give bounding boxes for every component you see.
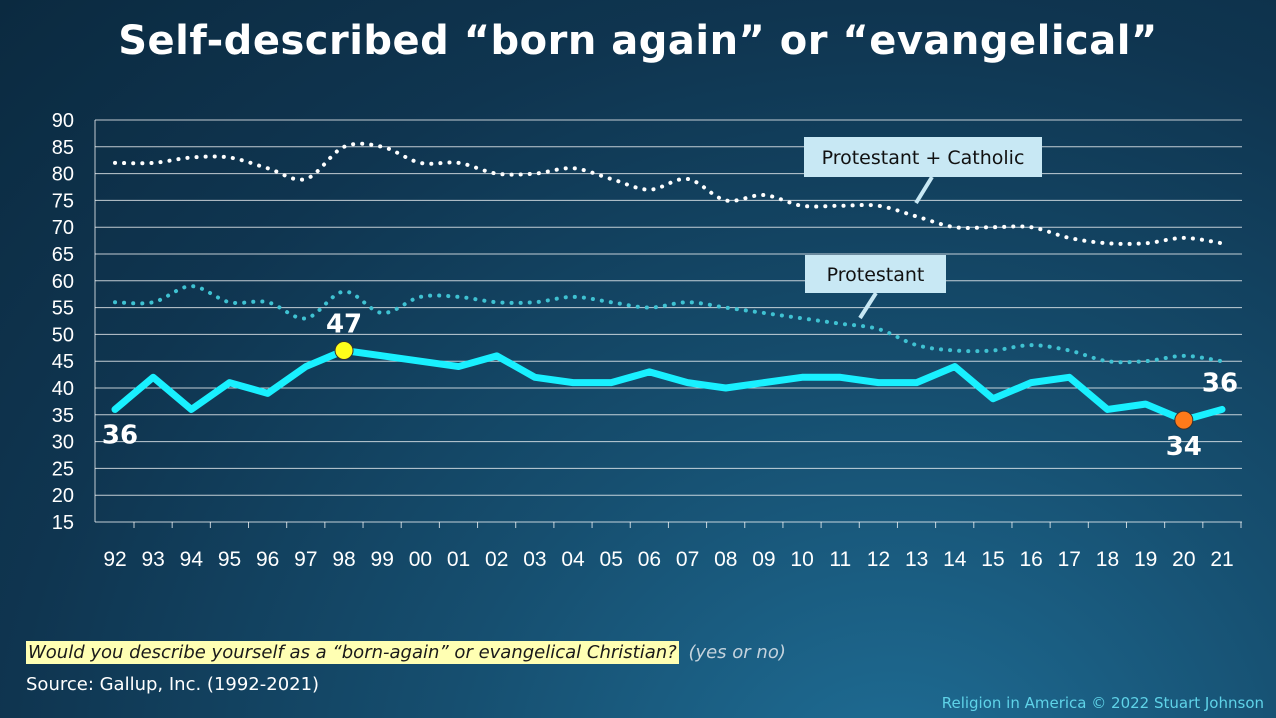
- y-tick-label: 50: [52, 324, 74, 346]
- series-line-protestant: [113, 284, 1224, 365]
- y-tick-label: 75: [52, 190, 74, 212]
- data-label: 36: [102, 420, 138, 450]
- y-tick-label: 65: [52, 244, 74, 266]
- data-label: 36: [1202, 368, 1238, 398]
- survey-question: Would you describe yourself as a “born-a…: [26, 641, 786, 664]
- y-tick-label: 30: [52, 432, 74, 454]
- y-tick-label: 40: [52, 378, 74, 400]
- y-tick-label: 15: [52, 512, 74, 534]
- x-tick-label: 98: [332, 548, 355, 571]
- x-tick-label: 15: [981, 548, 1004, 571]
- x-tick-label: 92: [103, 548, 126, 571]
- x-tick-label: 13: [905, 548, 928, 571]
- source-note: Source: Gallup, Inc. (1992-2021): [26, 674, 320, 695]
- callout-box: [805, 255, 946, 293]
- low-marker: [1174, 410, 1194, 430]
- y-tick-label: 85: [52, 137, 74, 159]
- x-tick-label: 21: [1210, 548, 1233, 571]
- callout-label: Protestant: [827, 264, 925, 286]
- x-tick-label: 10: [790, 548, 813, 571]
- copyright-credit: Religion in America © 2022 Stuart Johnso…: [941, 694, 1264, 712]
- x-tick-label: 18: [1096, 548, 1119, 571]
- x-tick-label: 01: [447, 548, 470, 571]
- x-tick-label: 12: [867, 548, 890, 571]
- callout-leader: [858, 291, 878, 320]
- x-tick-label: 95: [218, 548, 241, 571]
- y-tick-label: 90: [52, 110, 74, 132]
- x-tick-label: 19: [1134, 548, 1157, 571]
- data-label: 47: [326, 309, 362, 339]
- callout-leader: [914, 175, 934, 205]
- x-tick-label: 14: [943, 548, 967, 571]
- callout-label: Protestant + Catholic: [822, 147, 1025, 169]
- x-tick-label: 09: [752, 548, 775, 571]
- x-tick-label: 17: [1058, 548, 1081, 571]
- data-label: 34: [1166, 432, 1202, 462]
- y-tick-label: 20: [52, 485, 74, 507]
- x-tick-label: 07: [676, 548, 699, 571]
- y-tick-label: 60: [52, 271, 74, 293]
- chart-title: Self-described “born again” or “evangeli…: [118, 18, 1158, 64]
- x-tick-label: 04: [561, 548, 585, 571]
- x-tick-label: 96: [256, 548, 279, 571]
- series-line-born-again: [111, 346, 1226, 424]
- x-tick-label: 93: [141, 548, 164, 571]
- line-chart: 15 20 25 30 35 40 45 50 55 60 65 70 75 80 85 90 92 93 94 95…: [52, 110, 1238, 571]
- x-tick-label: 03: [523, 548, 546, 571]
- question-text: Would you describe yourself as a “born-a…: [26, 641, 679, 664]
- y-tick-label: 35: [52, 405, 74, 427]
- x-tick-label: 99: [371, 548, 394, 571]
- x-tick-label: 97: [294, 548, 317, 571]
- x-tick-label: 00: [409, 548, 432, 571]
- y-tick-label: 80: [52, 164, 74, 186]
- callout-box: [804, 137, 1042, 177]
- y-tick-label: 55: [52, 298, 74, 320]
- x-tick-label: 06: [638, 548, 661, 571]
- series-line-protestant-catholic: [113, 141, 1224, 246]
- y-tick-label: 70: [52, 217, 74, 239]
- x-tick-label: 16: [1019, 548, 1042, 571]
- x-tick-label: 20: [1172, 548, 1195, 571]
- x-tick-label: 05: [600, 548, 623, 571]
- y-tick-label: 45: [52, 351, 74, 373]
- x-tick-label: 08: [714, 548, 737, 571]
- x-tick-label: 11: [829, 548, 851, 571]
- x-tick-label: 94: [180, 548, 204, 571]
- y-tick-label: 25: [52, 458, 74, 480]
- peak-marker: [334, 340, 354, 360]
- x-tick-label: 02: [485, 548, 508, 571]
- question-answers: (yes or no): [688, 642, 786, 663]
